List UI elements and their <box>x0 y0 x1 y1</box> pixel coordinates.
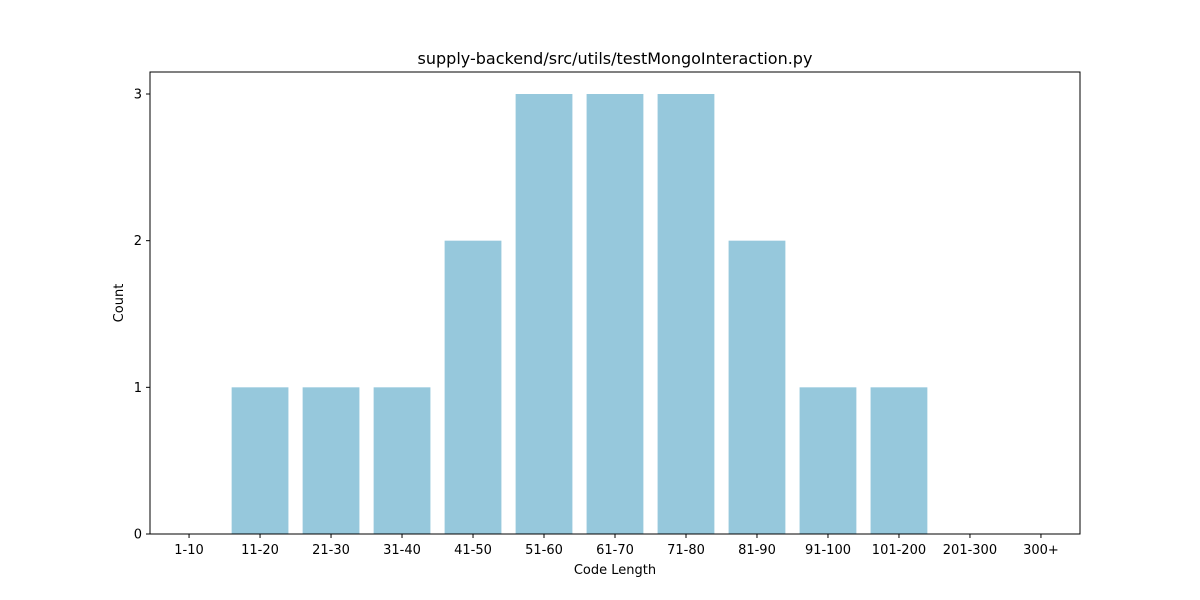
y-tick-label: 1 <box>134 381 142 396</box>
x-tick-label: 31-40 <box>383 543 421 558</box>
bars-group <box>231 94 928 535</box>
x-tick-label: 101-200 <box>872 543 926 558</box>
bar-71-80 <box>657 94 715 534</box>
bar-91-100 <box>799 387 857 534</box>
x-tick-label: 61-70 <box>596 543 634 558</box>
x-tick-label: 1-10 <box>174 543 204 558</box>
bar-21-30 <box>302 387 360 534</box>
x-tick-label: 11-20 <box>241 543 279 558</box>
bar-61-70 <box>586 94 644 534</box>
bar-51-60 <box>515 94 573 534</box>
y-axis-label: Count <box>112 284 127 323</box>
y-tick-label: 0 <box>134 528 142 543</box>
bar-31-40 <box>373 387 431 534</box>
y-tick-label: 2 <box>134 234 142 249</box>
x-tick-label: 51-60 <box>525 543 563 558</box>
x-tick-label: 300+ <box>1023 543 1059 558</box>
x-axis-label: Code Length <box>574 563 656 578</box>
x-tick-label: 41-50 <box>454 543 492 558</box>
x-tick-label: 201-300 <box>943 543 997 558</box>
bar-81-90 <box>728 240 786 535</box>
x-tick-label: 71-80 <box>667 543 705 558</box>
bar-101-200 <box>870 387 928 534</box>
x-axis: 1-10 11-20 21-30 31-40 41-50 51-60 61-70 71-80 8… <box>174 534 1059 558</box>
y-axis: 0 1 2 3 <box>134 88 150 543</box>
x-tick-label: 91-100 <box>805 543 851 558</box>
x-tick-label: 81-90 <box>738 543 776 558</box>
bar-41-50 <box>444 240 502 535</box>
bar-11-20 <box>231 387 289 534</box>
x-tick-label: 21-30 <box>312 543 350 558</box>
y-tick-label: 3 <box>134 88 142 103</box>
chart-title: supply-backend/src/utils/testMongoIntera… <box>418 49 813 68</box>
